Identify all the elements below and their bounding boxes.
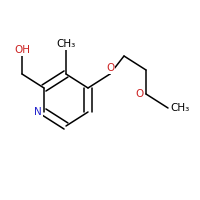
- Text: O: O: [106, 63, 114, 73]
- Text: CH₃: CH₃: [56, 39, 76, 49]
- Text: CH₃: CH₃: [170, 103, 189, 113]
- Text: N: N: [34, 107, 42, 117]
- Text: O: O: [136, 89, 144, 99]
- Text: OH: OH: [14, 45, 30, 55]
